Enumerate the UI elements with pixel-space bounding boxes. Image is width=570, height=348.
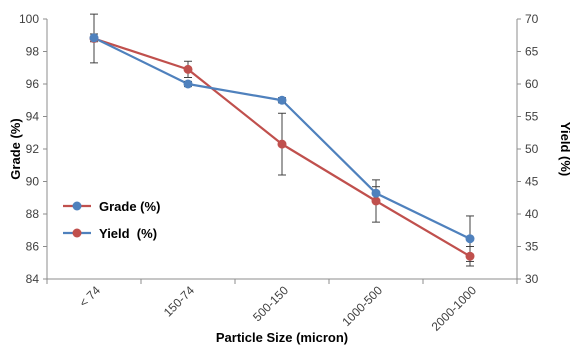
series-layer bbox=[89, 13, 475, 267]
right-tick-label: 55 bbox=[525, 110, 539, 124]
left-tick-label: 96 bbox=[26, 77, 40, 91]
left-tick-label: 100 bbox=[19, 12, 39, 26]
yield-data-point bbox=[465, 234, 475, 244]
grade-data-point bbox=[183, 64, 193, 74]
grade-data-point bbox=[371, 196, 381, 206]
right-tick-label: 30 bbox=[525, 272, 539, 286]
x-tick-label: 2000-1000 bbox=[429, 283, 480, 334]
yield-data-point bbox=[183, 79, 193, 89]
x-axis-ticks: < 74 150-74 500-150 1000-500 2000-1000 bbox=[46, 279, 518, 334]
x-tick-label: 500-150 bbox=[250, 283, 291, 324]
yield-data-point bbox=[371, 188, 381, 198]
left-tick-label: 90 bbox=[26, 175, 40, 189]
yield-data-point bbox=[277, 95, 287, 105]
right-tick-label: 45 bbox=[525, 175, 539, 189]
left-tick-label: 88 bbox=[26, 207, 40, 221]
right-tick-label: 35 bbox=[525, 240, 539, 254]
right-tick-label: 50 bbox=[525, 142, 539, 156]
left-tick-label: 84 bbox=[26, 272, 40, 286]
legend-label-grade: Grade (%) bbox=[99, 199, 160, 214]
left-tick-label: 98 bbox=[26, 45, 40, 59]
grade-data-point bbox=[277, 139, 287, 149]
yield-data-point bbox=[89, 33, 99, 43]
legend-label-yield: Yield (%) bbox=[99, 226, 157, 241]
right-tick-label: 60 bbox=[525, 77, 539, 91]
y-axis-title-left: Grade (%) bbox=[8, 118, 23, 179]
legend-item-grade: Grade (%) bbox=[63, 199, 160, 214]
left-tick-label: 94 bbox=[26, 110, 40, 124]
grade-data-point bbox=[465, 251, 475, 261]
left-tick-label: 92 bbox=[26, 142, 40, 156]
right-tick-label: 40 bbox=[525, 207, 539, 221]
right-tick-label: 65 bbox=[525, 45, 539, 59]
x-tick-label: 150-74 bbox=[161, 283, 198, 320]
right-tick-label: 70 bbox=[525, 12, 539, 26]
x-axis-title: Particle Size (micron) bbox=[216, 330, 348, 345]
legend-swatch-grade-marker bbox=[72, 201, 82, 211]
left-tick-label: 86 bbox=[26, 240, 40, 254]
legend: Grade (%) Yield (%) bbox=[63, 199, 160, 241]
right-axis-ticks: 30 35 40 45 50 55 60 65 70 bbox=[517, 12, 539, 286]
y-axis-title-right: Yield (%) bbox=[558, 122, 570, 176]
legend-swatch-yield-marker bbox=[72, 228, 82, 238]
x-tick-label: 1000-500 bbox=[339, 283, 385, 329]
legend-item-yield: Yield (%) bbox=[63, 226, 157, 241]
left-axis-ticks: 84 86 88 90 92 94 96 98 100 bbox=[19, 12, 47, 286]
x-tick-label: < 74 bbox=[76, 283, 103, 310]
